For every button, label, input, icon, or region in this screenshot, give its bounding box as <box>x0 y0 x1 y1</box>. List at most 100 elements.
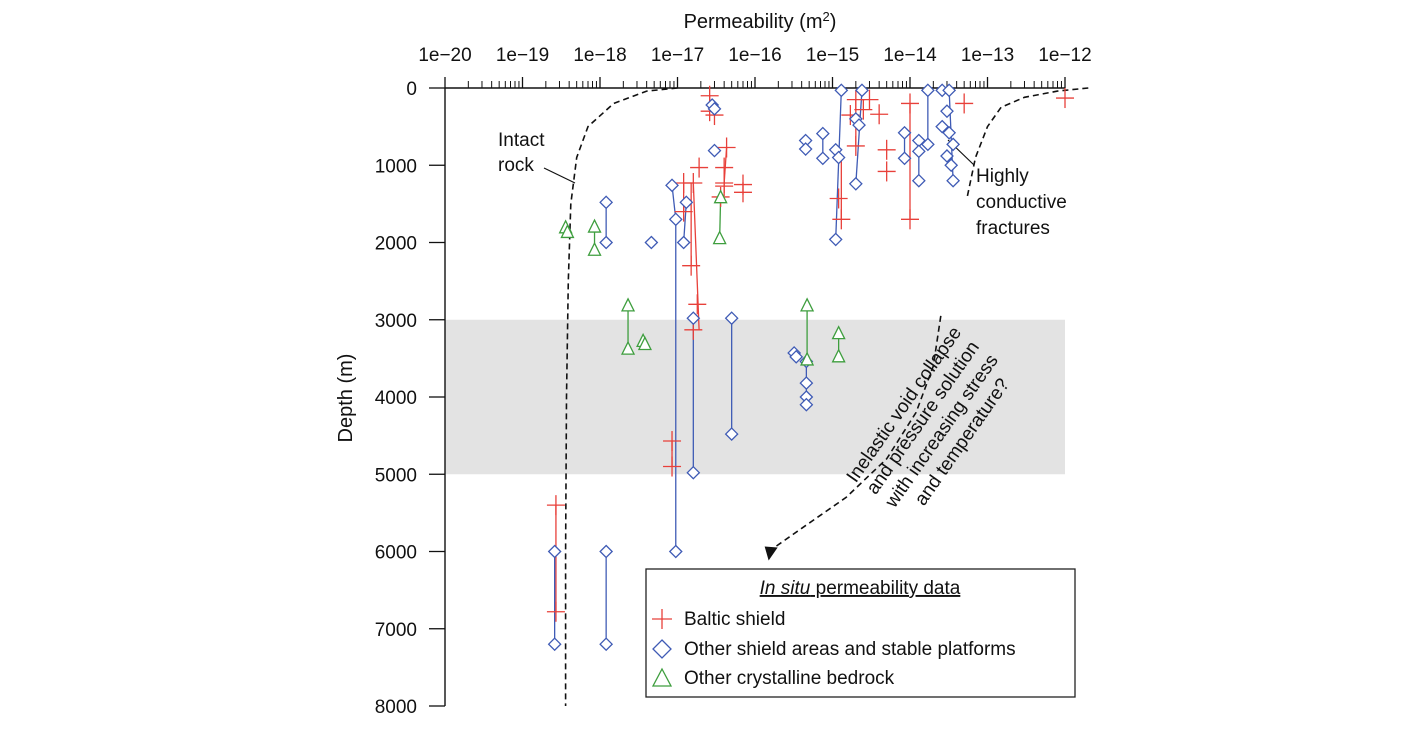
shield-area-point <box>599 235 614 250</box>
crystalline-bedrock-point <box>620 297 636 312</box>
shield-area-point <box>828 232 843 247</box>
shield-area-point <box>799 376 814 391</box>
shield-area-point <box>707 101 722 116</box>
shield-area-point <box>679 195 694 210</box>
shield-area-point <box>944 158 959 173</box>
y-tick-label: 6000 <box>375 543 417 564</box>
y-tick-label: 0 <box>406 79 417 100</box>
shield-area-point <box>815 126 830 141</box>
intact-rock-label: Intact rock <box>498 130 550 176</box>
shield-area-point <box>798 142 813 156</box>
baltic-shield-point <box>901 209 919 230</box>
shield-area-point <box>665 178 679 193</box>
shield-area-point <box>789 349 804 364</box>
crystalline-bedrock-point <box>831 325 846 340</box>
crystalline-bedrock-point <box>712 230 727 245</box>
legend-label-baltic: Baltic shield <box>684 609 785 630</box>
x-tick-label: 1e−19 <box>496 45 549 66</box>
shield-area-point <box>935 119 950 134</box>
shield-area-point <box>724 311 739 326</box>
shield-area-point <box>724 427 739 441</box>
intact-rock-curve <box>564 87 678 706</box>
shield-area-point <box>946 137 961 152</box>
baltic-shield-point <box>546 495 565 516</box>
baltic-shield-point <box>688 294 707 315</box>
shield-area-point <box>599 544 614 559</box>
shield-area-point <box>911 144 926 159</box>
x-tick-label: 1e−14 <box>883 45 937 66</box>
x-tick-label: 1e−15 <box>806 45 859 66</box>
crystalline-bedrock-point <box>587 218 602 233</box>
baltic-shield-point <box>717 137 736 158</box>
legend: In situ permeability data Baltic shield … <box>645 568 1076 698</box>
shield-area-point <box>942 83 957 98</box>
shield-area-point <box>815 151 830 166</box>
baltic-shield-point <box>846 135 865 156</box>
crystalline-bedrock-point <box>713 189 728 204</box>
plus-series-connector <box>692 182 700 330</box>
baltic-shield-point <box>829 188 848 209</box>
crystalline-bedrock-point <box>620 340 636 355</box>
baltic-shield-point <box>733 182 752 203</box>
shield-area-point <box>707 143 722 158</box>
y-tick-label: 8000 <box>375 697 417 718</box>
baltic-shield-point <box>663 431 682 452</box>
baltic-shield-point <box>955 93 974 114</box>
baltic-shield-point <box>877 161 896 182</box>
trend-arrow-head <box>764 546 778 561</box>
baltic-shield-point <box>870 104 889 125</box>
baltic-shield-point <box>1056 88 1074 109</box>
legend-symbol-crystalline <box>651 667 673 687</box>
shield-area-point <box>599 637 614 652</box>
crystalline-bedrock-point <box>800 297 815 312</box>
marker-layer <box>546 83 1074 652</box>
y-tick-label: 2000 <box>375 234 417 255</box>
curve-layer <box>543 87 1089 706</box>
shield-area-point <box>547 637 562 652</box>
shield-area-point <box>897 151 912 166</box>
baltic-shield-point <box>682 255 701 276</box>
legend-box <box>645 568 1076 698</box>
highly-conductive-label: Highly conductive fractures <box>976 166 1072 239</box>
y-tick-label: 4000 <box>375 388 417 409</box>
highly-conductive-fracture-curve <box>966 87 1089 197</box>
y-axis-title: Depth (m) <box>335 354 357 443</box>
shield-area-point <box>897 125 912 140</box>
baltic-shield-point <box>684 173 703 194</box>
diamond-series-connector <box>855 90 863 184</box>
shield-area-point <box>676 235 691 250</box>
legend-symbol-baltic <box>652 609 672 629</box>
shield-area-point <box>831 150 846 165</box>
legend-label-crystalline: Other crystalline bedrock <box>684 668 895 689</box>
diamond-series-connector <box>835 90 842 240</box>
y-tick-label: 5000 <box>375 465 417 486</box>
crystalline-bedrock-point <box>560 224 575 239</box>
shield-area-point <box>848 176 863 191</box>
crystalline-bedrock-point <box>587 241 602 256</box>
shield-area-point <box>686 311 701 326</box>
x-axis-title: Permeability (m2) <box>684 9 837 33</box>
x-tick-label: 1e−17 <box>651 45 704 66</box>
x-tick-label: 1e−13 <box>961 45 1014 66</box>
crystalline-bedrock-point <box>800 351 815 366</box>
baltic-shield-point <box>860 89 879 110</box>
shield-area-point <box>834 83 849 98</box>
shield-area-point <box>855 83 869 98</box>
trend-arrow-curve <box>768 315 942 553</box>
shield-area-point <box>920 83 935 98</box>
shaded-depth-band <box>445 319 1065 475</box>
shield-area-point <box>852 118 866 132</box>
shield-area-point <box>668 212 683 227</box>
baltic-shield-point <box>715 176 734 197</box>
shield-area-point <box>940 104 954 119</box>
shield-area-point <box>686 465 701 480</box>
shield-area-point <box>547 544 562 559</box>
intact-rock-leader <box>543 167 576 184</box>
diamond-series-connector <box>682 202 687 243</box>
shield-area-point <box>940 149 954 163</box>
legend-title: In situ permeability data <box>760 578 961 599</box>
y-tick-label: 1000 <box>375 156 417 177</box>
legend-label-shield: Other shield areas and stable platforms <box>684 639 1016 660</box>
x-tick-label: 1e−20 <box>418 45 471 66</box>
